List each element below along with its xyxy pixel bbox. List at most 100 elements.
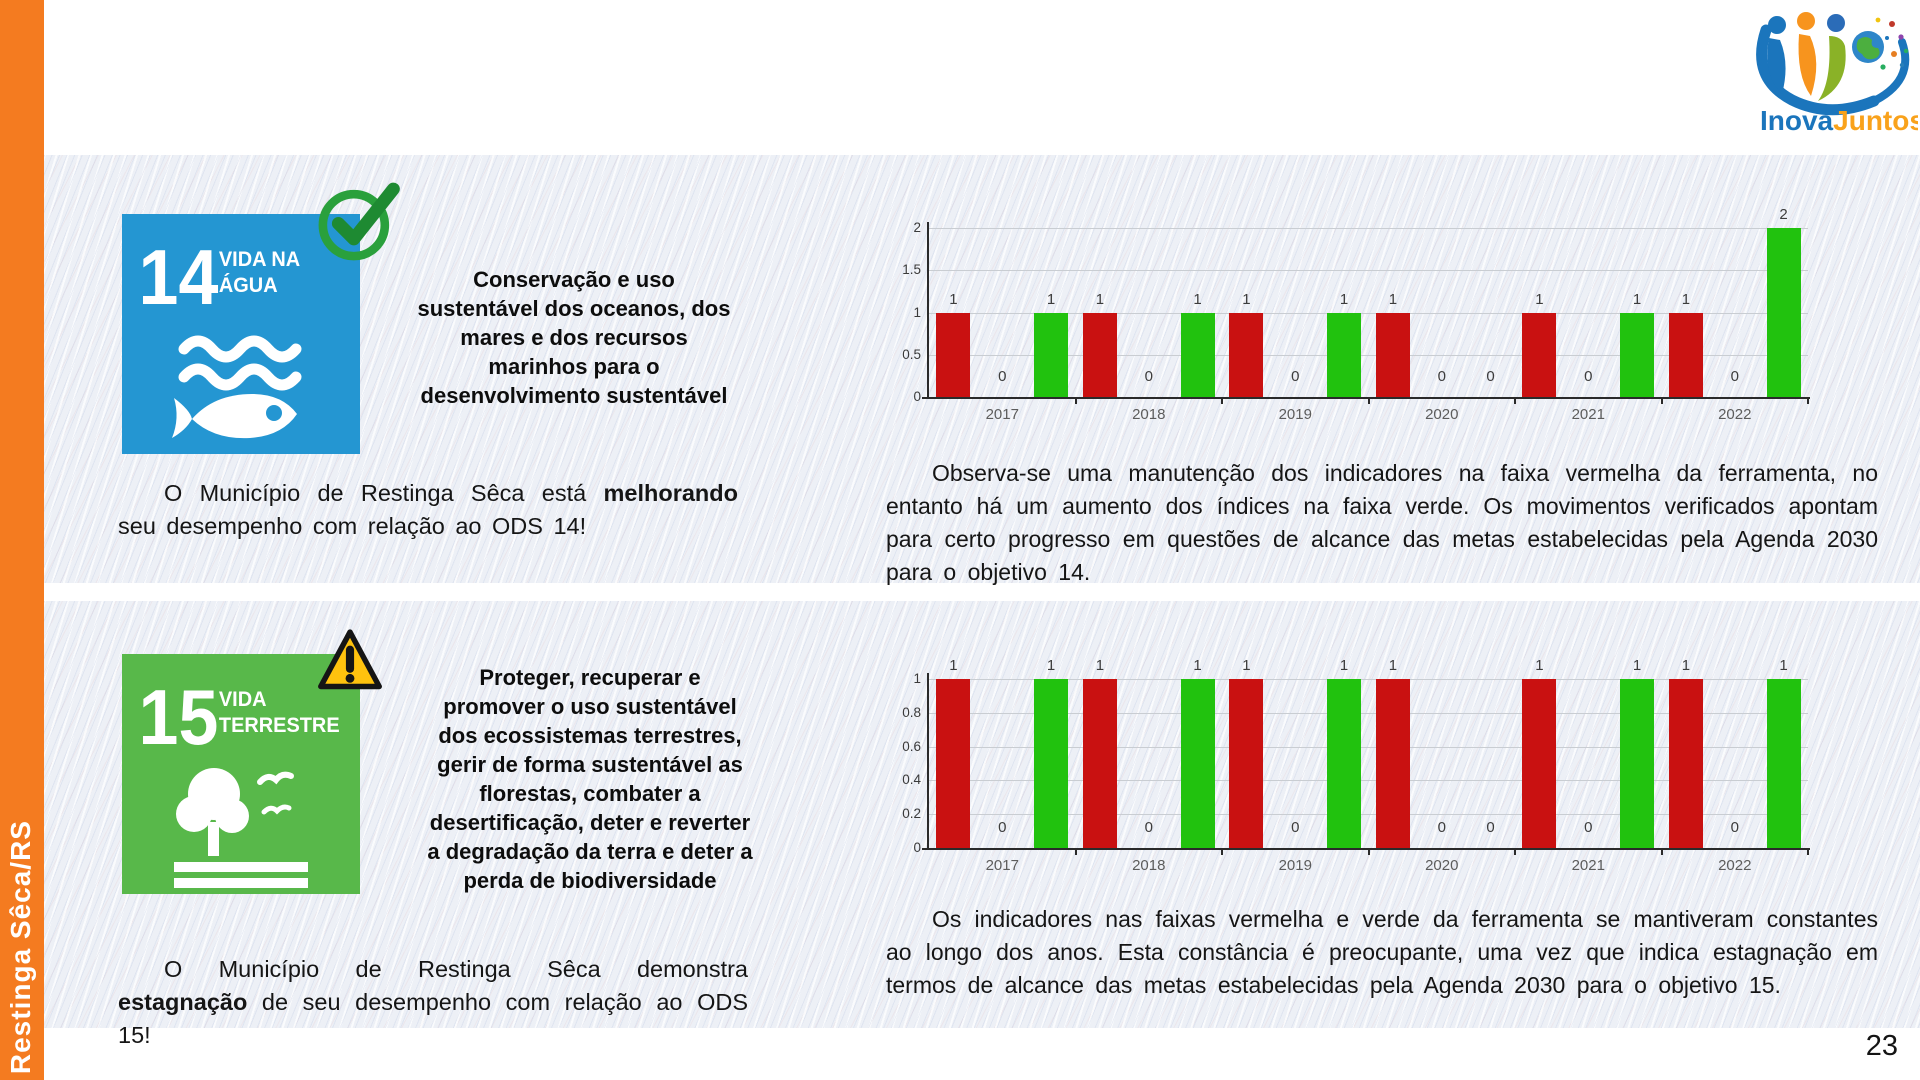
x-axis-year-label: 2020	[1425, 406, 1459, 423]
performance-text-ods14: O Município de Restinga Sêca está melhor…	[118, 480, 738, 539]
bar-value-label: 1	[1046, 657, 1056, 674]
x-axis-tick	[1074, 848, 1077, 855]
inovajuntos-logo: InovaJuntos	[1756, 12, 1918, 136]
goal-14-label-line1: VIDA NA	[219, 248, 300, 272]
bar-faixa-vermelha	[1522, 312, 1557, 397]
municipality-label: Restinga Sêca/RS	[5, 819, 36, 1074]
x-axis-tick	[1660, 848, 1663, 855]
bar-value-label: 1	[1046, 290, 1056, 308]
x-axis-year-label: 2019	[1278, 857, 1312, 874]
performance-text-ods15: O Município de Restinga Sêca demonstra e…	[118, 956, 748, 1048]
y-axis-line	[927, 222, 929, 399]
goal-14-description: Conservação e uso sustentável dos oceano…	[417, 267, 731, 408]
x-axis-tick	[1221, 397, 1223, 404]
y-axis-tick-label: 0.5	[902, 346, 921, 362]
logo-person-blue	[1768, 16, 1786, 34]
analysis-text-ods15: Os indicadores nas faixas vermelha e ver…	[886, 906, 1878, 998]
bar-faixa-verde	[1766, 228, 1801, 397]
bar-value-label: 1	[1681, 290, 1691, 308]
x-axis-tick	[1074, 397, 1077, 404]
bar-value-label: 1	[1242, 657, 1251, 674]
bar-faixa-vermelha	[1668, 312, 1703, 397]
x-axis-line	[922, 848, 1810, 850]
gridline	[929, 814, 1808, 816]
waves-fish-glyph	[172, 335, 302, 439]
gridline	[929, 228, 1808, 229]
performance-highlight: melhorando	[603, 480, 738, 506]
x-axis-year-label: 2019	[1278, 406, 1312, 423]
bar-faixa-verde	[1620, 312, 1655, 397]
y-axis-tick-label: 1.5	[902, 262, 921, 278]
bar-value-label: 0	[1730, 819, 1739, 836]
ods14-indicator-bar-chart: 0 0.5 1 1.5 2 2017 1 0 1 2018 1 0 1 2019 1 0 1 2020 1 0 0 202…	[895, 206, 1820, 430]
x-axis-year-label: 2020	[1425, 857, 1459, 874]
bar-faixa-verde	[1766, 679, 1801, 848]
bar-value-label: 1	[1193, 657, 1202, 674]
y-axis-tick-label: 1	[913, 304, 921, 320]
bar-value-label: 0	[998, 819, 1007, 836]
bar-value-label: 1	[1388, 290, 1398, 308]
bar-faixa-vermelha	[936, 679, 971, 848]
bar-value-label: 1	[1388, 657, 1398, 674]
bar-value-label: 0	[1486, 819, 1495, 836]
bar-faixa-vermelha	[1375, 679, 1410, 848]
x-axis-year-label: 2017	[985, 406, 1019, 423]
x-axis-year-label: 2022	[1718, 406, 1752, 423]
bar-faixa-verde	[1034, 312, 1069, 397]
sdg-goal-15-icon: 15 VIDA TERRESTRE	[122, 654, 360, 894]
bar-faixa-verde	[1180, 679, 1215, 848]
y-axis-tick-label: 0	[913, 840, 921, 855]
bar-value-label: 1	[1535, 290, 1544, 308]
y-axis-tick-label: 0.6	[902, 738, 921, 754]
warning-icon	[318, 629, 382, 690]
bar-faixa-vermelha	[1375, 312, 1410, 397]
bar-faixa-vermelha	[1229, 679, 1264, 848]
svg-text:InovaJuntos: InovaJuntos	[1760, 105, 1918, 136]
bar-faixa-verde	[1180, 312, 1215, 397]
x-axis-tick	[1367, 397, 1370, 404]
goal-15-label-line1: VIDA	[219, 688, 267, 712]
gridline	[929, 679, 1808, 680]
x-axis-tick	[1514, 848, 1516, 855]
x-axis-tick	[1807, 397, 1809, 404]
x-axis-year-label: 2018	[1132, 406, 1166, 423]
bar-faixa-vermelha	[1082, 312, 1117, 397]
x-axis-year-label: 2021	[1571, 406, 1605, 423]
bar-value-label: 1	[949, 657, 958, 674]
y-axis-tick-label: 0.8	[902, 704, 921, 720]
goal-15-label-line2: TERRESTRE	[219, 714, 340, 738]
y-axis-line	[927, 673, 929, 850]
y-axis-tick-label: 1	[913, 671, 921, 686]
bar-faixa-verde	[1327, 679, 1362, 848]
analysis-text-ods14: Observa-se uma manutenção dos indicadore…	[886, 460, 1878, 585]
bar-value-label: 1	[1632, 290, 1642, 308]
bar-value-label: 1	[1535, 657, 1544, 674]
gridline	[929, 312, 1808, 314]
gridline	[929, 270, 1808, 272]
bar-faixa-verde	[1327, 312, 1362, 397]
x-axis-tick	[1221, 848, 1223, 855]
section-ods14: 14 VIDA NA ÁGUA Conservação e uso susten…	[44, 155, 1920, 585]
goal-15-description: Proteger, recuperar e promover o uso sus…	[427, 665, 753, 893]
goal-14-label-line2: ÁGUA	[219, 274, 278, 298]
gridline	[929, 746, 1808, 748]
bar-value-label: 1	[1095, 657, 1105, 674]
logo-text-inova: Inova	[1760, 105, 1834, 136]
bar-faixa-verde	[1620, 679, 1655, 848]
x-axis-tick	[1807, 848, 1809, 855]
bar-value-label: 1	[1779, 657, 1788, 674]
gridline	[929, 354, 1808, 356]
logo-swoosh	[1756, 24, 1880, 116]
bar-value-label: 1	[1095, 290, 1105, 308]
section-ods15: 15 VIDA TERRESTRE Proteger, recuperar e …	[44, 601, 1920, 1048]
goal-15-number: 15	[139, 673, 219, 760]
bar-value-label: 1	[1339, 657, 1349, 674]
bar-faixa-vermelha	[1082, 679, 1117, 848]
bar-value-label: 0	[998, 368, 1007, 385]
bar-value-label: 0	[1437, 819, 1446, 836]
bar-faixa-vermelha	[1522, 679, 1557, 848]
bar-faixa-vermelha	[1668, 679, 1703, 848]
x-axis-tick	[1660, 397, 1663, 404]
x-axis-tick	[1367, 848, 1370, 855]
